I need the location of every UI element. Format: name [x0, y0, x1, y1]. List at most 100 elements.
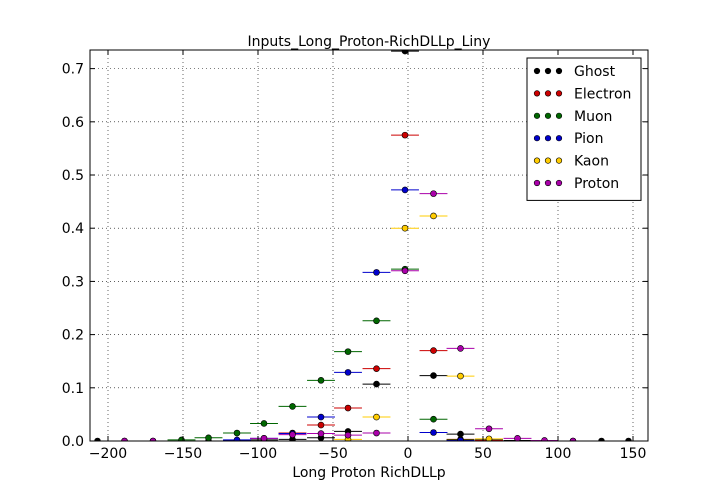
data-point [233, 429, 241, 437]
data-point [430, 415, 437, 423]
legend-marker [544, 179, 552, 187]
legend-marker [533, 90, 541, 97]
data-point [430, 190, 437, 197]
legend-label: Pion [574, 131, 603, 147]
data-point [541, 437, 548, 441]
data-point [401, 186, 409, 194]
data-point [205, 434, 212, 441]
data-point [457, 372, 464, 380]
data-point [569, 437, 577, 441]
legend-item: Electron [533, 86, 631, 102]
data-point [373, 317, 380, 325]
legend-box [526, 57, 642, 201]
x-tick-label: −200 [89, 446, 127, 462]
chart-title: Inputs_Long_Proton-RichDLLp_Liny [248, 34, 491, 50]
data-point [344, 431, 352, 439]
legend-marker [544, 90, 552, 97]
legend-item: Ghost [533, 64, 616, 80]
data-point [598, 437, 605, 441]
legend-marker [533, 179, 541, 187]
data-point [94, 437, 101, 441]
legend-marker [555, 157, 563, 164]
data-point [260, 435, 268, 441]
legend-item: Proton [533, 176, 619, 192]
data-point [260, 420, 268, 427]
legend-label: Proton [574, 176, 619, 192]
legend-label: Ghost [574, 64, 616, 80]
legend: Ghost Electron Muon Pion Kaon Proton [526, 57, 642, 201]
y-tick-label: 0.6 [62, 115, 84, 131]
legend-marker [555, 112, 563, 119]
x-tick-label: 100 [545, 446, 572, 462]
data-point [373, 365, 380, 372]
data-point [344, 369, 352, 376]
plot-frame [89, 49, 649, 442]
data-point [401, 267, 409, 275]
legend-marker [533, 67, 541, 75]
series-marks [90, 50, 643, 441]
legend-label: Muon [574, 109, 612, 125]
y-tick-label: 0.1 [62, 381, 84, 397]
data-point [178, 436, 185, 441]
x-tick-label: 150 [620, 446, 647, 462]
legend-marker [544, 67, 552, 75]
data-point [289, 403, 296, 410]
data-point [373, 413, 380, 421]
legend-label: Electron [574, 86, 631, 102]
legend-marker [555, 179, 563, 187]
legend-marker [533, 135, 541, 142]
data-point [625, 437, 632, 441]
data-point [317, 377, 325, 384]
data-point [317, 413, 325, 421]
data-point [373, 269, 380, 276]
x-tick-label: 0 [404, 446, 413, 462]
data-point [485, 435, 493, 441]
y-tick-label: 0.5 [62, 168, 84, 184]
series-electron [278, 131, 503, 441]
data-point [373, 380, 380, 388]
data-point [485, 425, 493, 433]
data-point [430, 212, 437, 220]
data-point [514, 435, 521, 441]
data-point [401, 131, 409, 139]
legend-marker [555, 67, 563, 75]
legend-item: Muon [533, 109, 612, 125]
legend-marker [555, 90, 563, 97]
x-tick-label: 50 [474, 446, 492, 462]
series-kaon [334, 212, 503, 441]
data-point [289, 431, 296, 438]
x-axis-label: Long Proton RichDLLp [292, 465, 445, 481]
legend-item: Pion [533, 131, 603, 147]
data-point [457, 437, 464, 441]
y-tick-label: 0.7 [62, 62, 84, 78]
data-point [430, 347, 437, 354]
y-tick-label: 0.3 [62, 274, 84, 290]
data-point [233, 436, 241, 441]
data-point [373, 429, 380, 437]
data-point [149, 437, 157, 441]
data-point [430, 372, 437, 379]
data-point [317, 430, 325, 437]
data-point [430, 429, 437, 436]
legend-marker [544, 157, 552, 164]
series-proton [110, 190, 587, 441]
legend-marker [533, 112, 541, 119]
legend-marker [533, 157, 541, 164]
legend-marker [555, 135, 563, 142]
y-tick-label: 0.2 [62, 328, 84, 344]
y-tick-label: 0.4 [62, 221, 84, 237]
data-point [401, 224, 409, 232]
ticks: −200 −150 −100 −50 0 50 100 150 0.0 0.1 0.2 0.3 0.4 0… [62, 50, 648, 462]
legend-marker [544, 135, 552, 142]
y-tick-label: 0.0 [62, 434, 84, 450]
x-tick-label: −150 [164, 446, 202, 462]
data-point [317, 421, 325, 429]
series-layer [90, 50, 643, 441]
x-tick-label: −50 [318, 446, 348, 462]
x-tick-label: −100 [239, 446, 277, 462]
data-point [457, 345, 464, 352]
legend-item: Kaon [533, 154, 609, 170]
data-point [344, 404, 352, 412]
legend-marker [544, 112, 552, 119]
